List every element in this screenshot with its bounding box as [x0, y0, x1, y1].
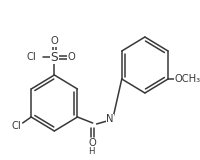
Text: O: O	[50, 36, 58, 46]
Text: H: H	[88, 148, 95, 156]
Text: O: O	[88, 138, 96, 148]
Text: O: O	[67, 52, 75, 62]
Text: Cl: Cl	[26, 52, 36, 62]
Text: S: S	[50, 51, 58, 64]
Text: OCH₃: OCH₃	[173, 74, 199, 84]
Text: N: N	[106, 114, 113, 124]
Text: Cl: Cl	[11, 121, 21, 131]
